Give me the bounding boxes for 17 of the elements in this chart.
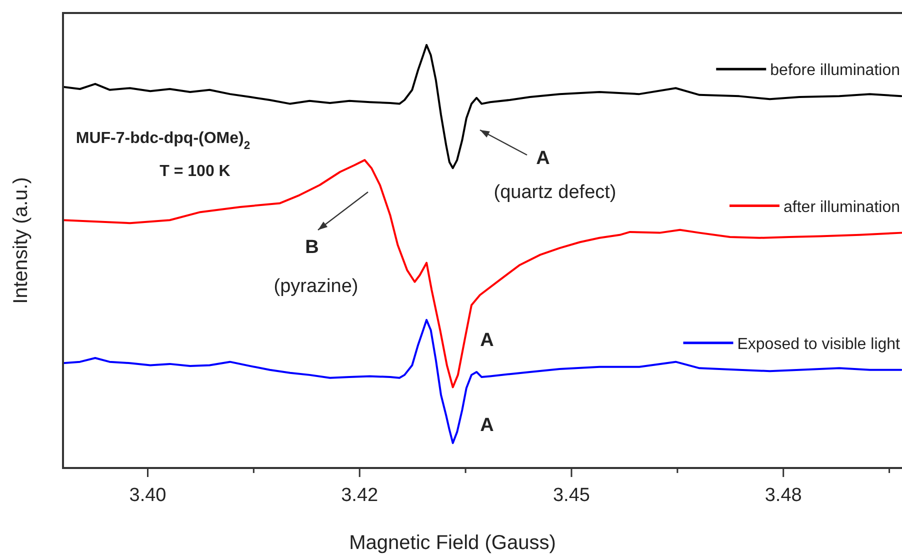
legend-label: after illumination [784, 198, 900, 216]
x-tick-label: 3.42 [341, 485, 378, 506]
legend-label: before illumination [770, 62, 900, 80]
annotation: T = 100 K [160, 163, 231, 180]
annotation: (pyrazine) [274, 276, 358, 297]
annotation: A [480, 330, 494, 351]
annotation: (quartz defect) [494, 182, 616, 203]
annotation: B [305, 237, 319, 258]
x-tick-label: 3.45 [552, 485, 590, 506]
x-axis-title: Magnetic Field (Gauss) [349, 532, 556, 554]
x-tick-label: 3.48 [764, 485, 802, 506]
x-tick-label: 3.40 [129, 485, 166, 506]
annotation: MUF-7-bdc-dpq-(OMe)$_{2}$ [76, 130, 250, 152]
annotation: A [480, 415, 494, 436]
annotation: A [536, 148, 550, 169]
y-axis-title: Intensity (a.u.) [10, 177, 32, 304]
legend-label: Exposed to visible light [737, 336, 901, 353]
